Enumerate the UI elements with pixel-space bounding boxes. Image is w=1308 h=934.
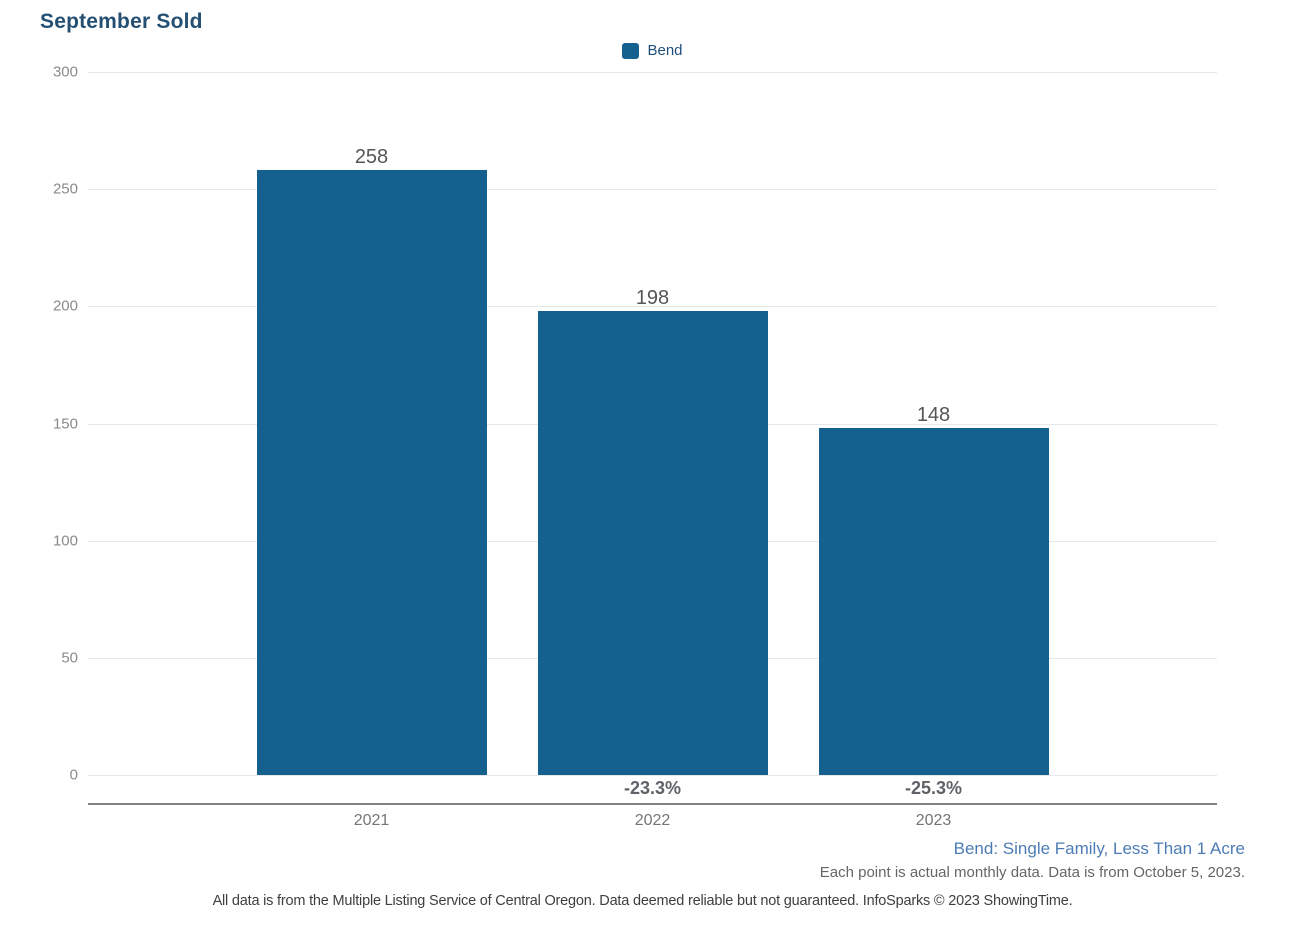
y-axis-tick-label-250: 250 (52, 180, 78, 198)
gridline-250 (88, 189, 1217, 191)
y-axis-tick-label-100: 100 (52, 532, 78, 550)
bar-value-label-2022: 198 (635, 287, 670, 310)
y-axis-tick-label-50: 50 (61, 649, 78, 667)
x-axis-label-2021: 2021 (353, 812, 390, 829)
bar-2021[interactable] (256, 170, 487, 775)
pct-change-label-2021 (257, 778, 487, 799)
chart-title: September Sold (40, 10, 203, 33)
legend-swatch-bend[interactable] (622, 42, 640, 59)
bar-cell-2022: 198 (537, 287, 768, 775)
pct-change-label-2023: -25.3% (904, 778, 963, 798)
legend: Bend (88, 42, 1217, 59)
gridline-0 (88, 775, 1217, 776)
bar-value-label-2021: 258 (354, 146, 389, 169)
disclaimer-text: All data is from the Multiple Listing Se… (212, 893, 1073, 909)
x-axis-label-2023: 2023 (915, 812, 952, 829)
bar-2023[interactable] (818, 428, 1049, 775)
bars-row: 258 198 148 (88, 72, 1217, 775)
y-axis-tick-label-200: 200 (52, 297, 78, 315)
y-axis-tick-label-300: 300 (52, 63, 78, 81)
bar-cell-2023: 148 (818, 404, 1049, 775)
pct-change-row: -23.3% -25.3% (88, 778, 1217, 799)
pct-change-label-2022: -23.3% (623, 778, 682, 798)
data-source-note: Each point is actual monthly data. Data … (819, 864, 1245, 881)
x-axis-label-2022: 2022 (634, 812, 671, 829)
gridline-200 (88, 306, 1217, 308)
y-axis-tick-label-0: 0 (69, 766, 78, 784)
x-axis-labels-row: 2021 2022 2023 (88, 812, 1217, 830)
bar-cell-2021: 258 (256, 146, 487, 775)
series-definition-note: Bend: Single Family, Less Than 1 Acre (953, 839, 1245, 858)
gridline-300 (88, 72, 1217, 73)
y-axis-tick-label-150: 150 (52, 415, 78, 432)
legend-label-bend[interactable]: Bend (647, 42, 683, 59)
x-axis-line (88, 803, 1217, 805)
bar-value-label-2023: 148 (916, 404, 951, 427)
bar-2022[interactable] (537, 311, 768, 775)
plot-area: 0 50 100 150 200 250 300 258 198 148 (53, 64, 1217, 784)
